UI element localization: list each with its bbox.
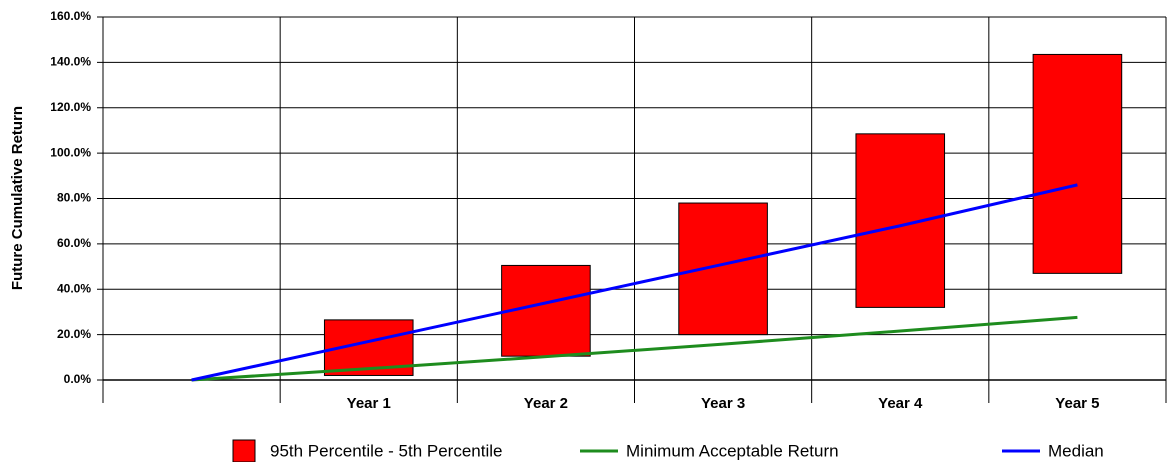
y-axis-label: Future Cumulative Return [9, 106, 26, 290]
y-tick-label: 120.0% [50, 100, 91, 114]
y-tick-label: 60.0% [57, 236, 91, 250]
legend-label: Median [1048, 441, 1104, 460]
y-tick-label: 0.0% [64, 372, 92, 386]
x-tick-label: Year 1 [347, 395, 391, 412]
range-box [855, 133, 946, 308]
y-tick-label: 20.0% [57, 327, 91, 341]
y-tick-label: 80.0% [57, 191, 91, 205]
y-tick-label: 40.0% [57, 281, 91, 295]
x-tick-label: Year 5 [1055, 395, 1099, 412]
line [191, 315, 1078, 382]
range-box [678, 202, 768, 336]
legend-label: 95th Percentile - 5th Percentile [270, 441, 502, 460]
y-tick-label: 100.0% [50, 145, 91, 159]
legend-label: Minimum Acceptable Return [626, 441, 839, 460]
line [191, 183, 1078, 382]
x-tick-label: Year 2 [524, 395, 568, 412]
x-tick-label: Year 3 [701, 395, 745, 412]
y-tick-label: 140.0% [50, 55, 91, 69]
legend-swatch [232, 439, 256, 463]
x-tick-label: Year 4 [878, 395, 923, 412]
y-tick-label: 160.0% [50, 9, 91, 23]
range-box [1032, 53, 1123, 274]
